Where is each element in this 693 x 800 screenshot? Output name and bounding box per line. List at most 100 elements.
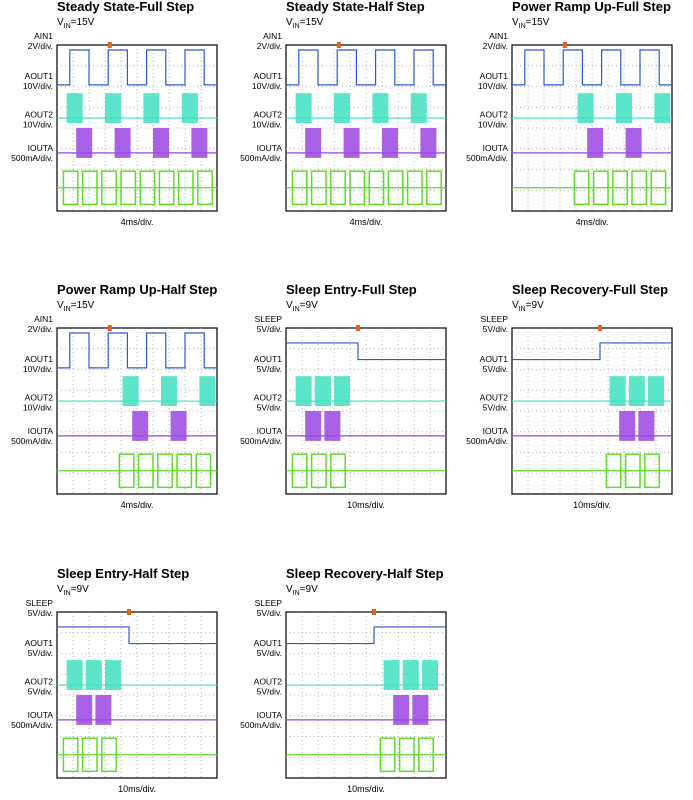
trace-burst <box>132 411 149 441</box>
channel-name: SLEEP <box>26 598 54 608</box>
scope-panel: Power Ramp Up-Full Step VIN=15V AIN12V/div… <box>466 0 673 227</box>
channel-scale: 5V/div. <box>483 364 508 374</box>
scope-panel: Sleep Recovery-Full StepVIN=9VSLEEP5V/di… <box>466 282 673 510</box>
scope-panel: Steady State-Full Step VIN=15V AIN12V/div.… <box>11 0 218 227</box>
channel-name: AOUT2 <box>25 677 54 687</box>
time-scale: 10ms/div. <box>347 500 385 510</box>
trace-current <box>81 170 98 206</box>
trigger-marker <box>562 42 567 48</box>
vin-symbol: V <box>57 584 64 595</box>
trace-burst <box>85 660 102 691</box>
channel-scale: 2V/div. <box>28 41 53 51</box>
panel-title: Steady State-Half Step <box>286 0 425 14</box>
vin-value: =15V <box>71 300 95 311</box>
vin-value: =9V <box>526 300 544 311</box>
trace-current <box>291 170 308 206</box>
trace-burst <box>305 128 322 158</box>
trace-burst <box>95 695 112 725</box>
panel-title: Steady State-Full Step <box>57 0 194 14</box>
channel-name: AOUT2 <box>480 110 509 120</box>
channel-name: AIN1 <box>34 314 53 324</box>
trace-current <box>605 453 622 489</box>
channel-name: IOUTA <box>28 426 54 436</box>
trace-burst <box>170 411 187 441</box>
scope-panel: Power Ramp Up-Half Step VIN=15V AIN12V/div… <box>11 282 218 510</box>
channel-name: AOUT2 <box>480 393 509 403</box>
channel-scale: 500mA/div. <box>466 153 508 163</box>
channel-scale: 5V/div. <box>483 403 508 413</box>
channel-scale: 10V/div. <box>23 403 53 413</box>
trace-burst <box>295 376 312 407</box>
channel-scale: 10V/div. <box>23 364 53 374</box>
trace-current <box>62 170 79 206</box>
trace-current <box>330 453 346 489</box>
trace-burst <box>191 128 208 158</box>
trace-burst <box>105 93 121 124</box>
trigger-marker <box>127 609 131 615</box>
trace-burst <box>628 376 645 407</box>
trace-burst <box>587 128 604 158</box>
time-scale: 4ms/div. <box>350 217 383 227</box>
panel-title: Sleep Recovery-Half Step <box>286 566 444 581</box>
channel-name: SLEEP <box>255 598 283 608</box>
channel-name: AOUT1 <box>254 71 283 81</box>
trace-burst <box>143 93 160 124</box>
trace-current <box>330 170 346 206</box>
channel-scale: 10V/div. <box>252 81 282 91</box>
trace-current <box>379 737 396 773</box>
trace-current <box>310 170 327 206</box>
channel-name: IOUTA <box>257 426 283 436</box>
trigger-marker <box>336 42 341 48</box>
trace-current <box>650 170 667 206</box>
channel-scale: 10V/div. <box>478 120 508 130</box>
channel-name: AOUT1 <box>25 354 54 364</box>
trace-burst <box>412 695 429 725</box>
supply-label: VIN=9V <box>512 300 544 313</box>
vin-subscript: IN <box>293 590 300 597</box>
channel-name: AOUT2 <box>254 110 283 120</box>
time-scale: 10ms/div. <box>347 784 385 794</box>
scope-panel: Sleep Entry-Half StepVIN=9VSLEEP5V/div.A… <box>11 566 218 794</box>
channel-scale: 500mA/div. <box>240 720 282 730</box>
trace-burst <box>410 93 427 124</box>
vin-subscript: IN <box>293 306 300 313</box>
trace-burst <box>114 128 131 158</box>
trace-ch1 <box>286 626 446 645</box>
trace-current <box>197 170 213 206</box>
trigger-marker <box>598 325 602 331</box>
supply-label: VIN=15V <box>512 17 550 30</box>
time-scale: 10ms/div. <box>118 784 156 794</box>
time-scale: 10ms/div. <box>573 500 611 510</box>
trigger-marker <box>107 325 112 331</box>
trace-burst <box>305 411 322 441</box>
channel-scale: 2V/div. <box>257 41 282 51</box>
supply-label: VIN=9V <box>286 300 318 313</box>
channel-scale: 5V/div. <box>257 687 282 697</box>
channel-name: IOUTA <box>257 143 283 153</box>
supply-label: VIN=15V <box>57 300 95 313</box>
channel-scale: 500mA/div. <box>11 153 53 163</box>
supply-label: VIN=9V <box>57 584 89 597</box>
trace-burst <box>334 93 350 124</box>
channel-name: IOUTA <box>28 143 54 153</box>
trace-current <box>612 170 628 206</box>
channel-scale: 2V/div. <box>483 41 508 51</box>
trace-burst <box>422 660 438 691</box>
trace-burst <box>343 128 360 158</box>
trace-current <box>120 170 137 206</box>
panel-title: Power Ramp Up-Half Step <box>57 282 217 297</box>
channel-name: AIN1 <box>263 31 282 41</box>
channel-name: SLEEP <box>255 314 283 324</box>
channel-scale: 5V/div. <box>483 324 508 334</box>
channel-scale: 500mA/div. <box>240 436 282 446</box>
trace-current <box>101 170 117 206</box>
trace-ch1 <box>286 49 446 86</box>
channel-name: AOUT1 <box>480 354 509 364</box>
trace-current <box>592 170 609 206</box>
trace-current <box>158 170 175 206</box>
trace-burst <box>181 93 198 124</box>
channel-name: AOUT2 <box>25 110 54 120</box>
trace-burst <box>66 660 83 691</box>
vin-value: =15V <box>526 17 550 28</box>
